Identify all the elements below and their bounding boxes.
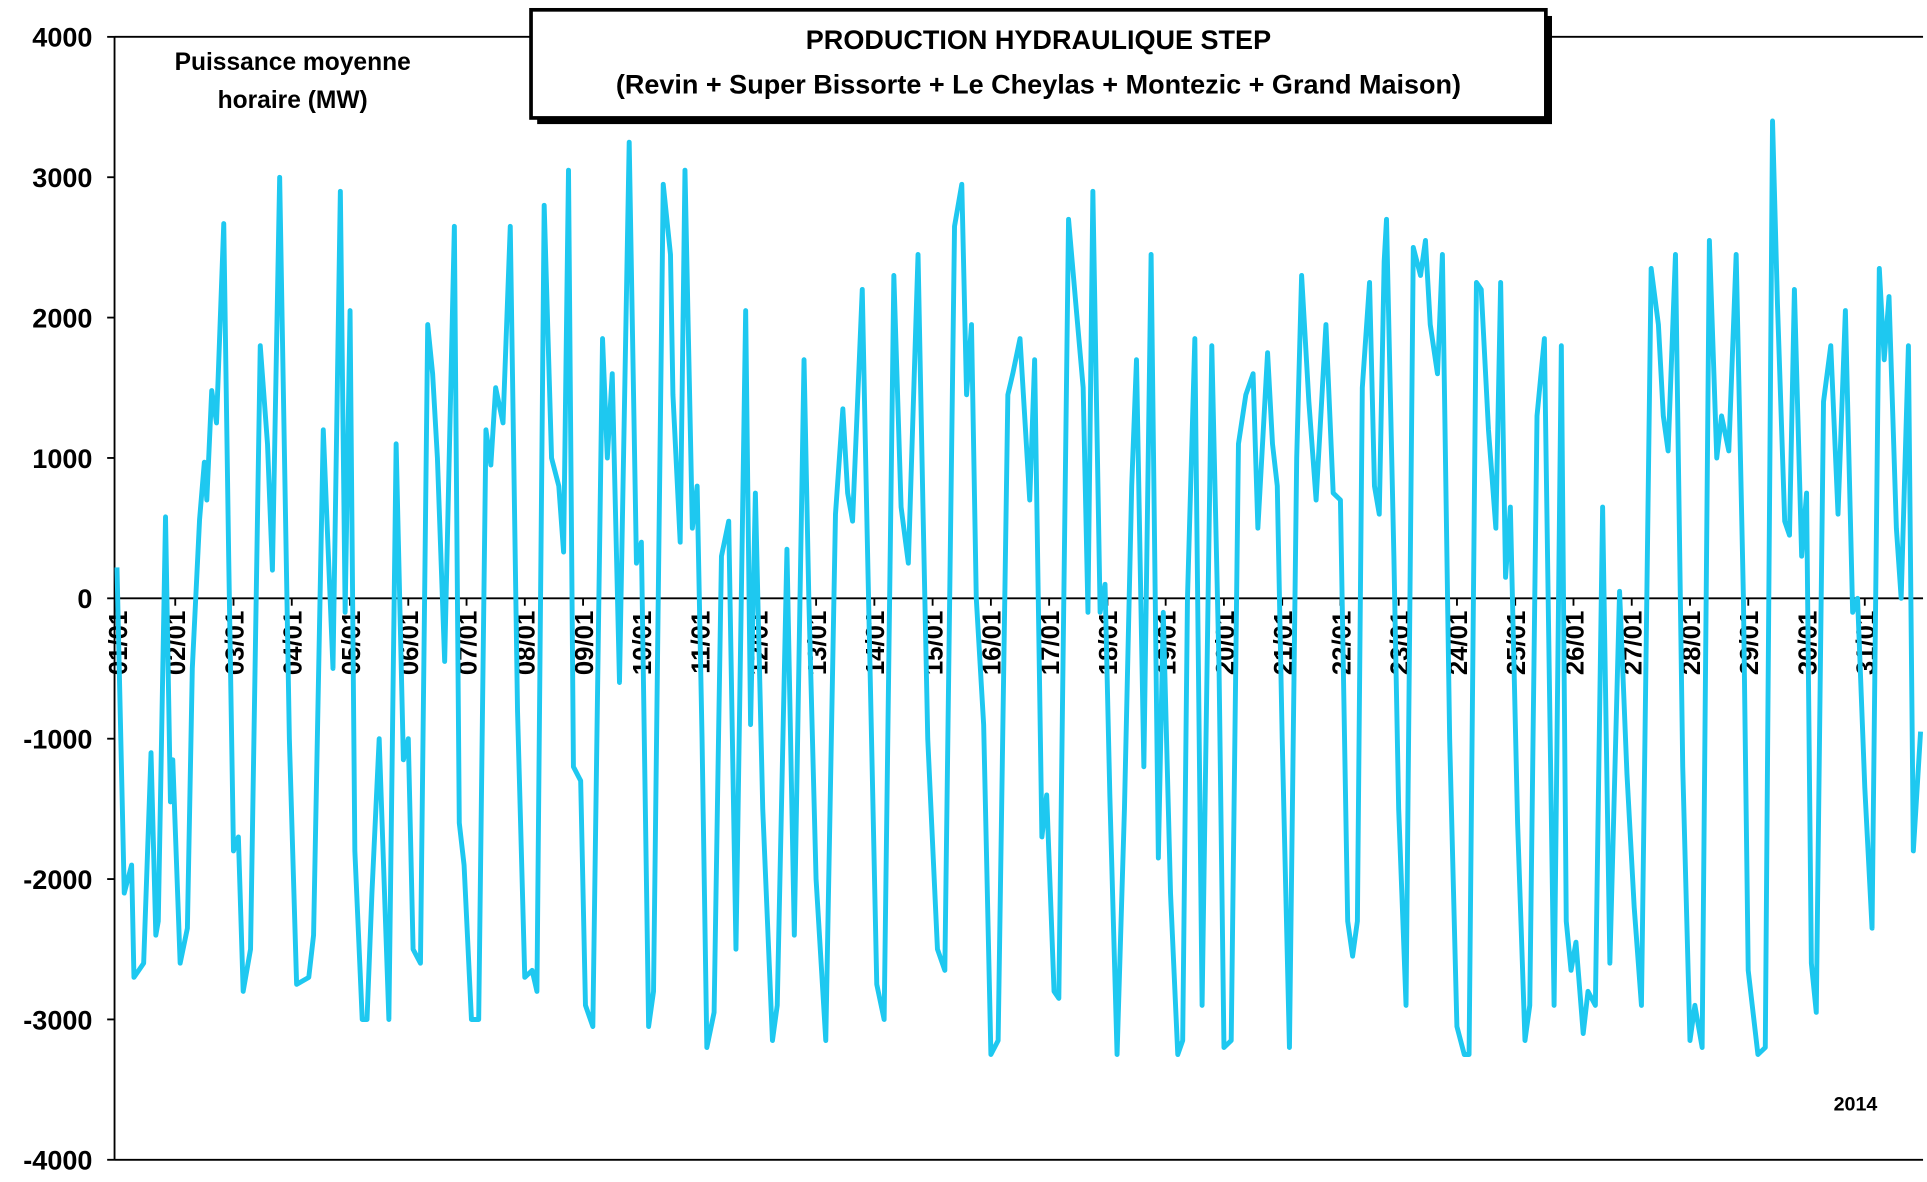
y-tick-label: -3000: [23, 1005, 92, 1035]
annotation: 2014: [1834, 1094, 1878, 1116]
y-tick-label: -2000: [23, 865, 92, 895]
chart-subtitle: (Revin + Super Bissorte + Le Cheylas + M…: [616, 69, 1461, 99]
x-tick-label: 29/01: [1736, 611, 1764, 676]
y-tick-label: 1000: [32, 444, 92, 474]
title-box: [529, 7, 1548, 120]
y-tick-label: 3000: [32, 163, 92, 193]
y-axis-label: horaire (MW): [218, 87, 368, 114]
plot-area: -4000-3000-2000-10000100020003000400001/…: [23, 23, 1924, 1176]
x-tick-label: 09/01: [571, 611, 599, 676]
x-tick-label: 04/01: [280, 611, 308, 676]
y-tick-label: -1000: [23, 725, 92, 755]
y-tick-label: 0: [77, 584, 92, 614]
y-axis-label: Puissance moyenne: [175, 49, 411, 76]
x-tick-label: 25/01: [1503, 611, 1531, 676]
y-tick-label: 4000: [32, 23, 92, 53]
data-line: [114, 118, 1924, 1057]
y-tick-label: 2000: [32, 303, 92, 333]
y-tick-label: -4000: [23, 1146, 92, 1176]
x-tick-label: 03/01: [221, 611, 249, 676]
chart-title: PRODUCTION HYDRAULIQUE STEP: [806, 25, 1271, 55]
x-tick-label: 14/01: [862, 611, 890, 676]
